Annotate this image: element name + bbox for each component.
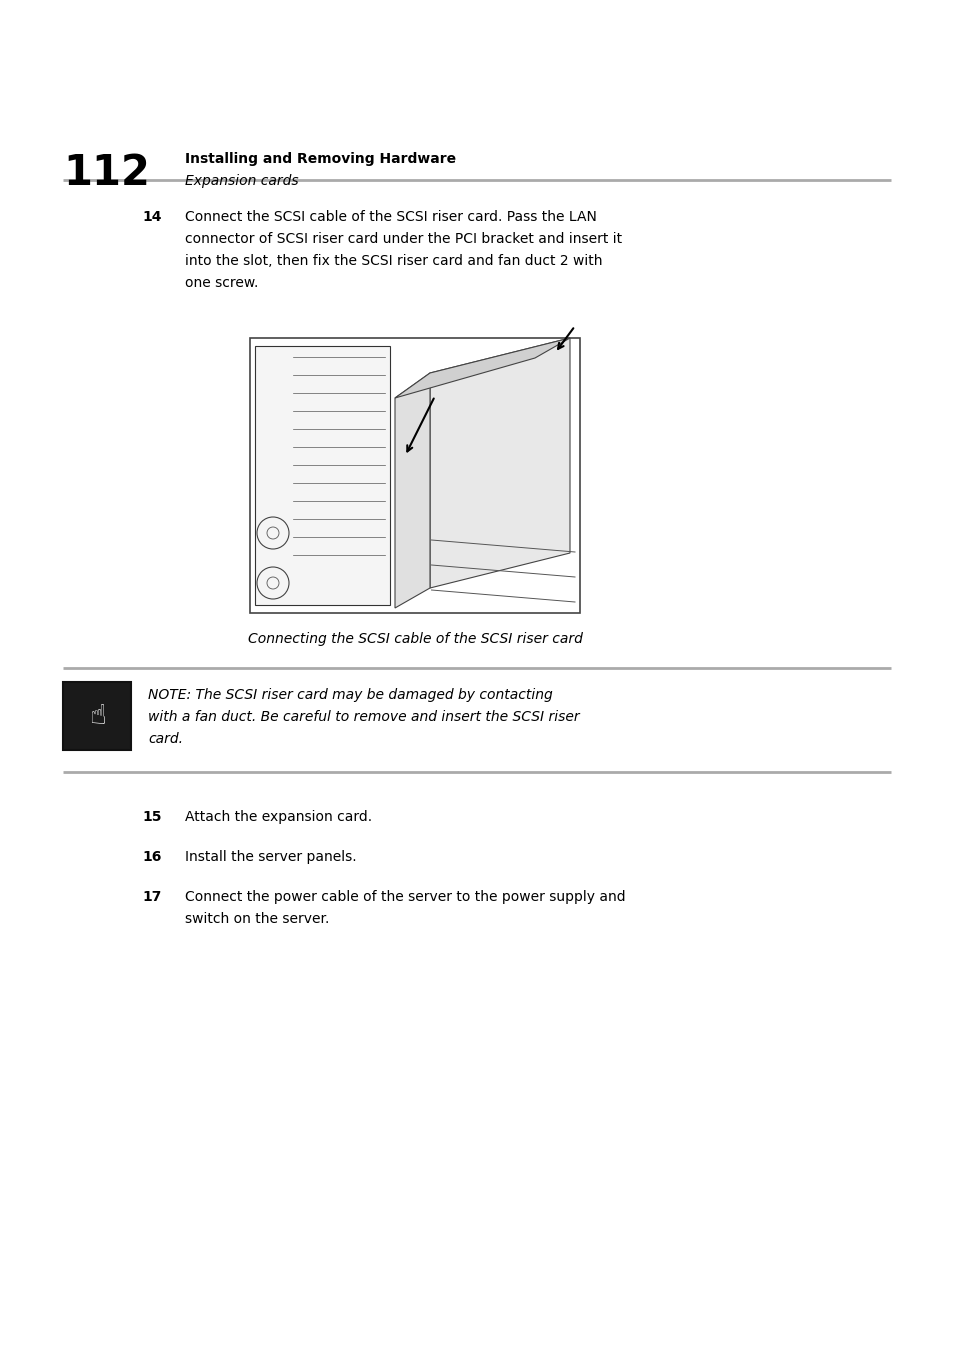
Text: 14: 14: [142, 209, 162, 224]
Text: Attach the expansion card.: Attach the expansion card.: [185, 811, 372, 824]
Polygon shape: [395, 338, 569, 399]
Text: NOTE: The SCSI riser card may be damaged by contacting: NOTE: The SCSI riser card may be damaged…: [148, 688, 552, 703]
Text: ☝: ☝: [89, 703, 106, 730]
Text: Connect the power cable of the server to the power supply and: Connect the power cable of the server to…: [185, 890, 625, 904]
Text: Expansion cards: Expansion cards: [185, 174, 298, 188]
Text: Connect the SCSI cable of the SCSI riser card. Pass the LAN: Connect the SCSI cable of the SCSI riser…: [185, 209, 597, 224]
Text: connector of SCSI riser card under the PCI bracket and insert it: connector of SCSI riser card under the P…: [185, 232, 621, 246]
Text: Connecting the SCSI cable of the SCSI riser card: Connecting the SCSI cable of the SCSI ri…: [247, 632, 582, 646]
Text: Install the server panels.: Install the server panels.: [185, 850, 356, 865]
Text: 15: 15: [142, 811, 162, 824]
Text: switch on the server.: switch on the server.: [185, 912, 329, 925]
Text: into the slot, then fix the SCSI riser card and fan duct 2 with: into the slot, then fix the SCSI riser c…: [185, 254, 602, 267]
Polygon shape: [395, 373, 430, 608]
Text: card.: card.: [148, 732, 183, 746]
Polygon shape: [430, 338, 569, 588]
Text: one screw.: one screw.: [185, 276, 258, 290]
Text: 112: 112: [63, 153, 150, 195]
Text: with a fan duct. Be careful to remove and insert the SCSI riser: with a fan duct. Be careful to remove an…: [148, 711, 579, 724]
Bar: [63, 682, 131, 750]
Text: Installing and Removing Hardware: Installing and Removing Hardware: [185, 153, 456, 166]
Text: 16: 16: [143, 850, 162, 865]
Bar: [254, 346, 390, 605]
Text: 17: 17: [143, 890, 162, 904]
Bar: [250, 338, 579, 613]
